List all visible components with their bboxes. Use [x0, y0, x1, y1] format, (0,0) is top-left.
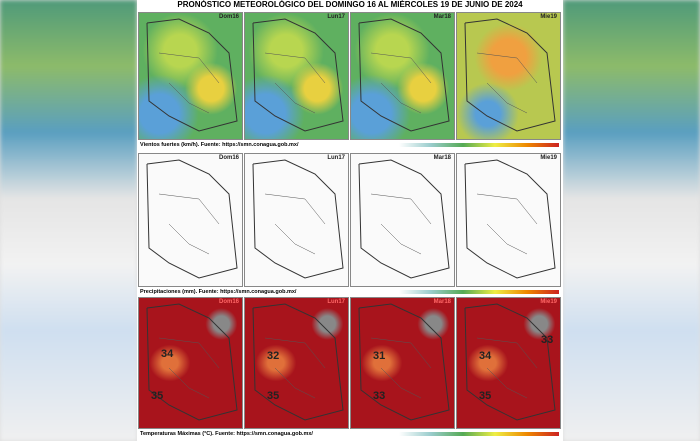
- title: PRONÓSTICO METEOROLÓGICO DEL DOMINGO 16 …: [177, 0, 523, 9]
- map: Lun17 32 35: [244, 297, 349, 429]
- day-label: Mie19: [540, 299, 557, 305]
- temperature-label: 35: [479, 390, 492, 402]
- caption: Vientos fuertes (km/h). Fuente: https://…: [140, 142, 299, 148]
- caption: Temperaturas Máximas (°C). Fuente: https…: [140, 431, 313, 437]
- color-scale: [399, 432, 559, 436]
- color-scale: [399, 290, 559, 294]
- day-label: Mar18: [433, 155, 451, 161]
- state-outline: [464, 303, 556, 421]
- map: Mie19 34 35 33: [456, 297, 561, 429]
- state-outline: [146, 18, 238, 132]
- temperature-label: 34: [161, 348, 174, 360]
- map: Dom16: [138, 12, 243, 140]
- temperature-label: 32: [267, 350, 280, 362]
- day-label: Dom16: [218, 14, 239, 20]
- map: Mie19: [456, 153, 561, 287]
- map: Lun17: [244, 153, 349, 287]
- map: Mar18 31 33: [350, 297, 455, 429]
- map: Dom16 34 35: [138, 297, 243, 429]
- blurred-side: [563, 0, 700, 441]
- caption: Precipitaciones (mm). Fuente: https://sm…: [140, 289, 297, 295]
- state-outline: [252, 159, 344, 279]
- map: Mie19: [456, 12, 561, 140]
- day-label: Mie19: [540, 14, 557, 20]
- map: Lun17: [244, 12, 349, 140]
- day-label: Lun17: [327, 14, 345, 20]
- temperature-label: 35: [267, 390, 280, 402]
- day-label: Dom16: [218, 155, 239, 161]
- temperature-label: 31: [373, 350, 386, 362]
- state-outline: [146, 159, 238, 279]
- temperature-label: 34: [479, 350, 492, 362]
- state-outline: [252, 18, 344, 132]
- state-outline: [358, 303, 450, 421]
- color-scale: [399, 143, 559, 147]
- day-label: Mar18: [433, 14, 451, 20]
- map: Mar18: [350, 153, 455, 287]
- state-outline: [358, 159, 450, 279]
- blurred-side: [0, 0, 137, 441]
- day-label: Dom16: [218, 299, 239, 305]
- temperature-label: 35: [151, 390, 164, 402]
- map: Mar18: [350, 12, 455, 140]
- day-label: Lun17: [327, 155, 345, 161]
- day-label: Mie19: [540, 155, 557, 161]
- state-outline: [358, 18, 450, 132]
- state-outline: [252, 303, 344, 421]
- temperature-label: 33: [373, 390, 386, 402]
- temperature-label: 33: [541, 334, 554, 346]
- forecast-panel: PRONÓSTICO METEOROLÓGICO DEL DOMINGO 16 …: [137, 0, 563, 441]
- state-outline: [146, 303, 238, 421]
- day-label: Lun17: [327, 299, 345, 305]
- map: Dom16: [138, 153, 243, 287]
- state-outline: [464, 159, 556, 279]
- state-outline: [464, 18, 556, 132]
- day-label: Mar18: [433, 299, 451, 305]
